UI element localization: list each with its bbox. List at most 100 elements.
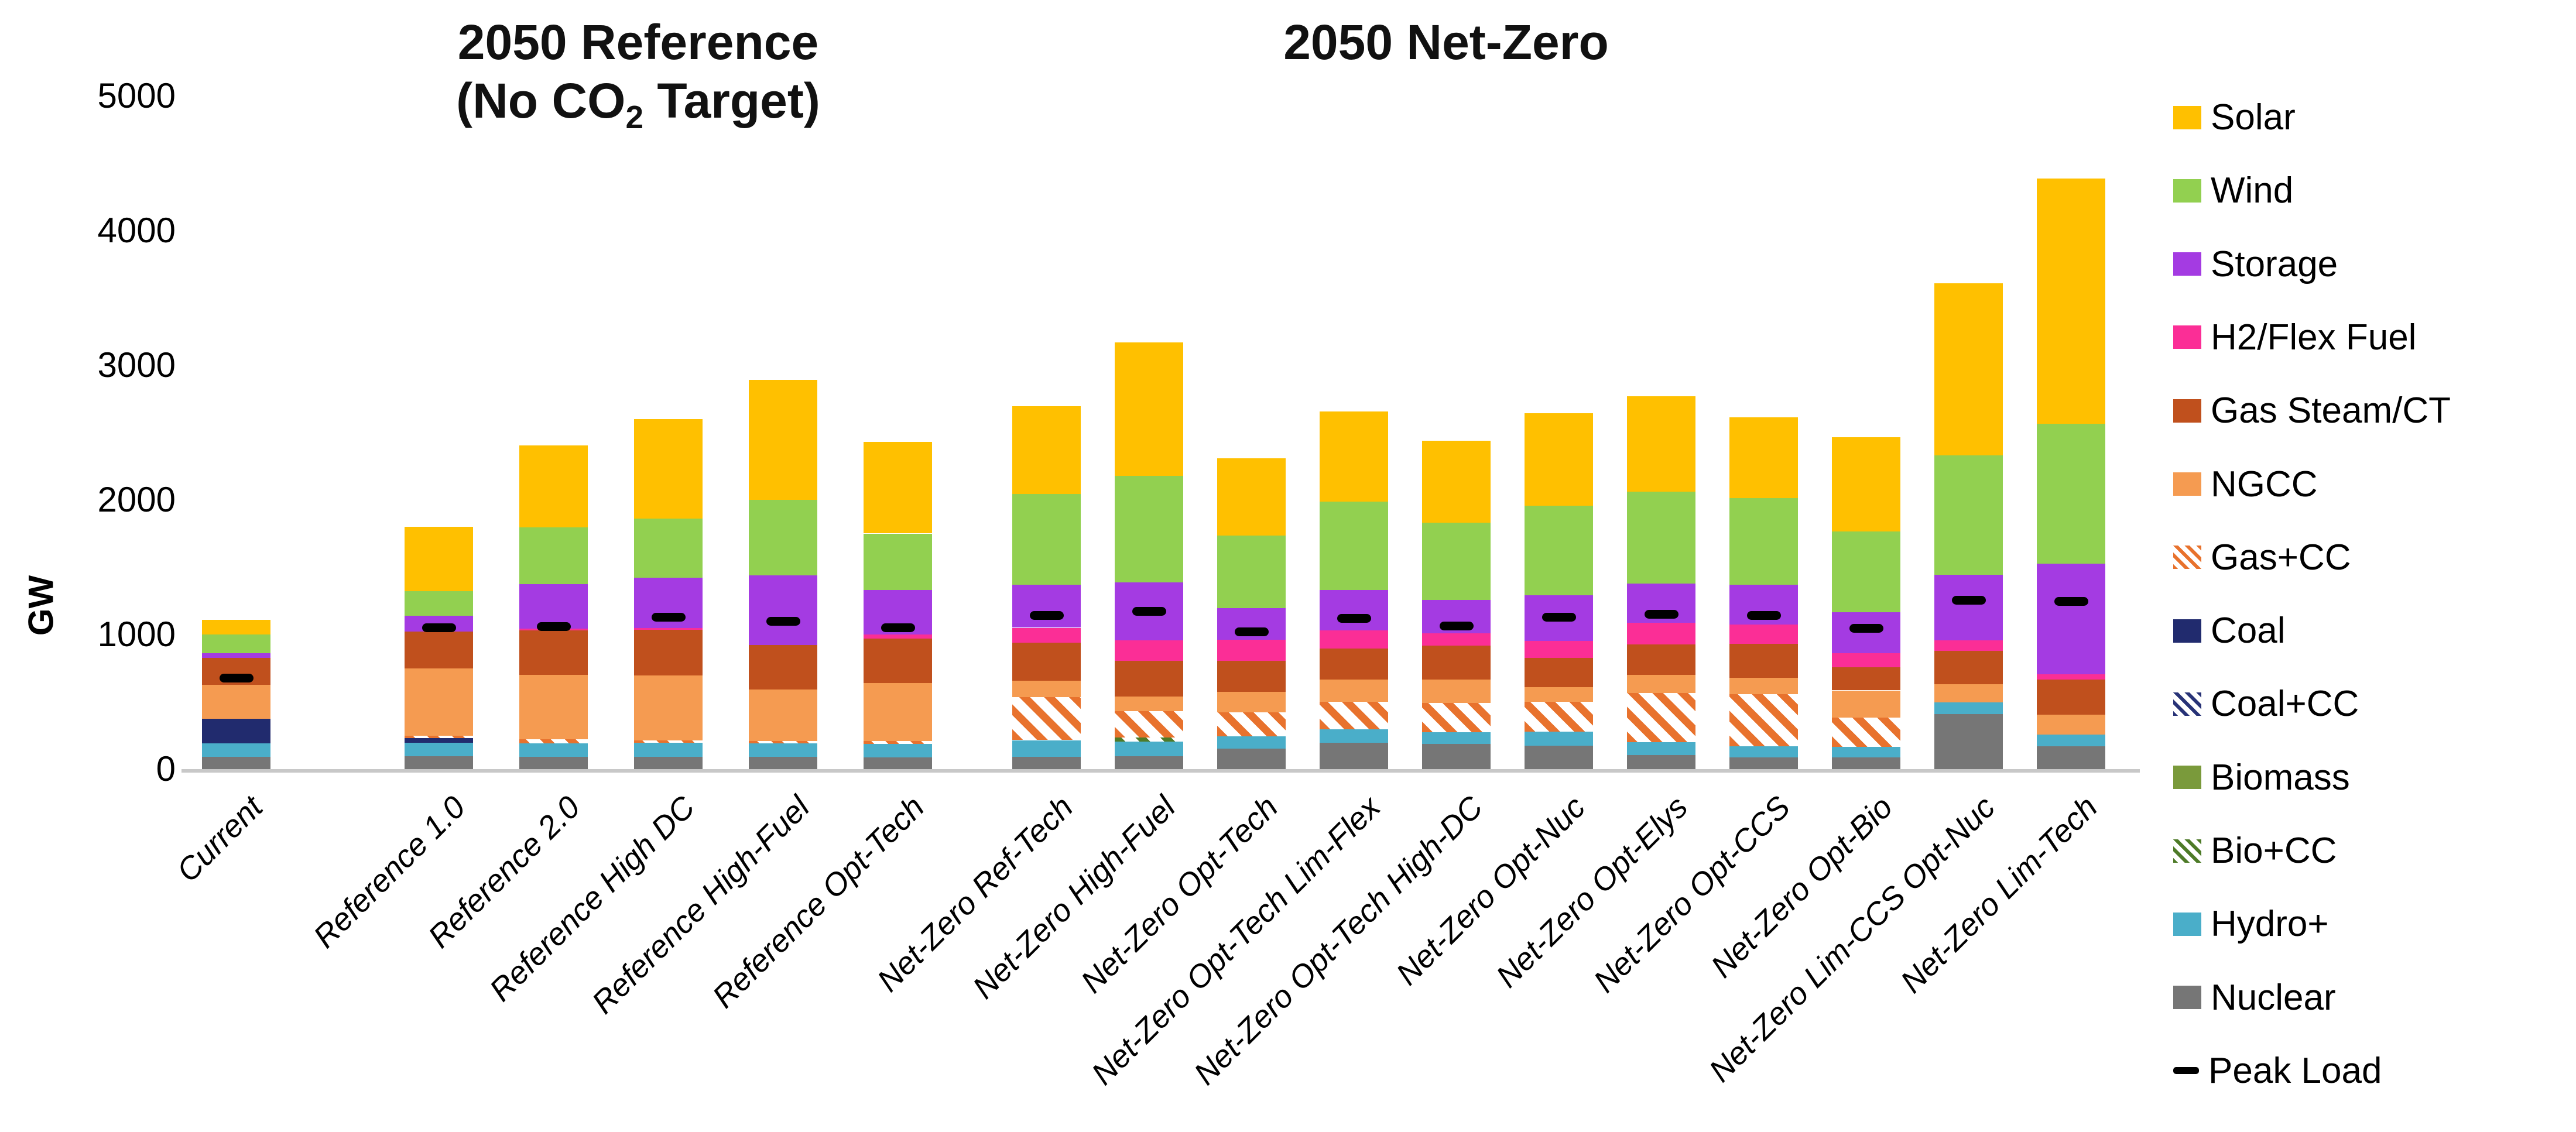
bar-segment-solar bbox=[749, 380, 817, 500]
legend-item-coal: Coal bbox=[2173, 610, 2286, 651]
bar-segment-gas_steam bbox=[864, 638, 932, 683]
legend-swatch-gas_cc-icon bbox=[2173, 546, 2201, 570]
bar-segment-wind bbox=[2037, 424, 2105, 564]
bar-segment-h2 bbox=[1627, 623, 1695, 645]
bar-segment-gas_cc bbox=[864, 740, 932, 745]
bar-segment-gas_cc bbox=[1422, 703, 1491, 732]
bar-segment-nuclear bbox=[1832, 757, 1900, 769]
bar-stack-9 bbox=[1217, 458, 1286, 769]
bar-segment-wind bbox=[749, 500, 817, 575]
legend-label: Coal bbox=[2211, 610, 2286, 651]
bar-segment-gas_cc bbox=[1217, 712, 1286, 736]
bar-segment-wind bbox=[1525, 506, 1593, 596]
y-tick-label: 3000 bbox=[97, 345, 176, 385]
bar-segment-hydro bbox=[2037, 735, 2105, 746]
legend-swatch-peak-icon bbox=[2173, 1067, 2199, 1075]
bar-segment-hydro bbox=[749, 743, 817, 757]
bar-segment-wind bbox=[202, 634, 270, 654]
legend-item-wind: Wind bbox=[2173, 170, 2293, 211]
group-title-reference: 2050 Reference (No CO2 Target) bbox=[375, 13, 902, 146]
bar-segment-wind bbox=[519, 527, 588, 584]
legend-label: Hydro+ bbox=[2211, 904, 2329, 945]
peak-load-marker bbox=[2054, 597, 2088, 606]
bar-segment-gas_steam bbox=[1525, 658, 1593, 687]
bar-segment-h2 bbox=[1832, 653, 1900, 668]
bar-segment-ngcc bbox=[1012, 681, 1081, 697]
bar-segment-gas_cc bbox=[1115, 711, 1183, 737]
bar-stack-6 bbox=[864, 442, 932, 769]
bar-segment-gas_steam bbox=[2037, 680, 2105, 715]
bar-segment-ngcc bbox=[1217, 691, 1286, 713]
bar-segment-h2 bbox=[1422, 633, 1491, 646]
bar-stack-12 bbox=[1525, 413, 1593, 769]
bar-segment-wind bbox=[1832, 531, 1900, 613]
legend-item-peak: Peak Load bbox=[2173, 1050, 2382, 1092]
bar-stack-11 bbox=[1422, 440, 1491, 769]
legend-swatch-bio_cc-icon bbox=[2173, 839, 2201, 863]
legend-swatch-solar-icon bbox=[2173, 105, 2201, 129]
bar-segment-h2 bbox=[1217, 640, 1286, 661]
bar-stack-14 bbox=[1729, 417, 1798, 769]
legend-item-ngcc: NGCC bbox=[2173, 464, 2318, 505]
bar-segment-nuclear bbox=[405, 756, 473, 769]
bar-segment-wind bbox=[1217, 535, 1286, 609]
bar-segment-ngcc bbox=[749, 690, 817, 741]
legend-item-bio_cc: Bio+CC bbox=[2173, 830, 2337, 872]
bar-segment-nuclear bbox=[1729, 757, 1798, 769]
legend-label: Gas Steam/CT bbox=[2211, 390, 2451, 431]
bar-segment-solar bbox=[1217, 458, 1286, 536]
bar-segment-ngcc bbox=[1115, 696, 1183, 712]
bar-segment-coal bbox=[405, 738, 473, 743]
legend-label: Bio+CC bbox=[2211, 831, 2337, 871]
x-axis-line bbox=[181, 769, 2140, 773]
bar-segment-gas_cc bbox=[1729, 694, 1798, 746]
bar-stack-4 bbox=[634, 419, 703, 769]
bar-stack-1 bbox=[202, 619, 270, 769]
bar-segment-h2 bbox=[1934, 640, 2003, 651]
bar-segment-wind bbox=[634, 519, 703, 578]
peak-load-marker bbox=[651, 612, 686, 622]
bar-segment-hydro bbox=[1115, 741, 1183, 757]
bar-segment-hydro bbox=[1320, 729, 1388, 743]
peak-load-marker bbox=[1746, 611, 1781, 620]
peak-load-marker bbox=[1951, 595, 1986, 605]
legend-label: Solar bbox=[2211, 97, 2296, 138]
bar-segment-hydro bbox=[1217, 736, 1286, 749]
legend-label: Wind bbox=[2211, 170, 2294, 211]
y-tick-label: 2000 bbox=[97, 480, 176, 519]
bar-segment-wind bbox=[1934, 455, 2003, 575]
bar-segment-gas_cc bbox=[519, 739, 588, 744]
y-tick-label: 0 bbox=[156, 749, 176, 788]
legend-swatch-coal-icon bbox=[2173, 619, 2201, 643]
peak-load-marker bbox=[1029, 611, 1064, 620]
bar-stack-5 bbox=[749, 380, 817, 769]
legend-label: Biomass bbox=[2211, 757, 2350, 798]
bar-segment-ngcc bbox=[864, 682, 932, 741]
bar-segment-nuclear bbox=[634, 757, 703, 769]
bar-segment-hydro bbox=[1832, 747, 1900, 758]
legend-swatch-gas_steam-icon bbox=[2173, 399, 2201, 423]
bar-segment-wind bbox=[1627, 492, 1695, 584]
bar-segment-hydro bbox=[1525, 731, 1593, 746]
bar-segment-gas_steam bbox=[1422, 646, 1491, 680]
bar-segment-solar bbox=[202, 619, 270, 634]
bar-segment-nuclear bbox=[2037, 746, 2105, 769]
bar-segment-gas_cc bbox=[405, 735, 473, 739]
legend-item-h2: H2/Flex Fuel bbox=[2173, 317, 2416, 358]
peak-load-marker bbox=[1132, 607, 1166, 616]
bar-segment-hydro bbox=[1422, 732, 1491, 745]
bar-stack-16 bbox=[1934, 283, 2003, 769]
bar-segment-nuclear bbox=[1525, 745, 1593, 769]
bar-segment-solar bbox=[2037, 179, 2105, 424]
legend-swatch-ngcc-icon bbox=[2173, 472, 2201, 496]
bar-segment-solar bbox=[1012, 406, 1081, 494]
peak-load-marker bbox=[1644, 610, 1678, 619]
bar-segment-storage bbox=[519, 584, 588, 629]
bar-segment-h2 bbox=[1525, 641, 1593, 658]
bar-segment-storage bbox=[1320, 590, 1388, 631]
legend-swatch-wind-icon bbox=[2173, 179, 2201, 203]
legend-label: H2/Flex Fuel bbox=[2211, 317, 2417, 358]
bar-segment-nuclear bbox=[749, 757, 817, 769]
peak-load-marker bbox=[766, 616, 800, 626]
bar-segment-ngcc bbox=[1832, 690, 1900, 718]
